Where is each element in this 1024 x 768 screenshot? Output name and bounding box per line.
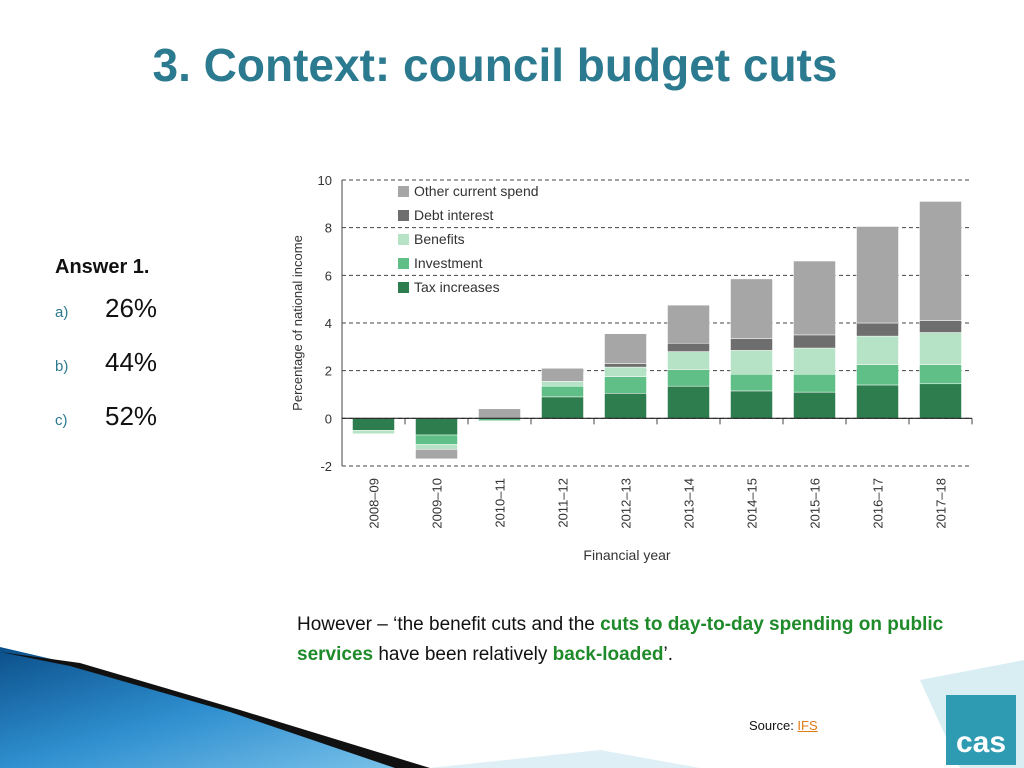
- y-tick-label: 6: [325, 268, 332, 283]
- x-tick-label: 2013–14: [682, 478, 697, 529]
- answer-value: 52%: [105, 401, 158, 431]
- bar-segment: [352, 418, 395, 431]
- quote-part: ’.: [663, 644, 674, 665]
- x-tick-label: 2010–11: [493, 478, 508, 528]
- bar-segment: [541, 385, 584, 398]
- light-swoosh-shape: [430, 750, 700, 768]
- bar-segment: [415, 434, 458, 445]
- legend-swatch: [398, 258, 409, 269]
- bar-segment: [541, 396, 584, 419]
- bar-segment: [604, 393, 647, 419]
- legend-label: Investment: [414, 255, 483, 271]
- answer-letter: c): [55, 412, 68, 429]
- decorative-swoosh: [0, 647, 1024, 768]
- bar-segment: [856, 335, 899, 365]
- quote-highlight: cuts to day-to-day spending on public se…: [297, 614, 944, 665]
- bar-segment: [667, 385, 710, 419]
- y-tick-label: 2: [325, 364, 332, 379]
- x-tick-label: 2009–10: [430, 478, 445, 529]
- legend-label: Benefits: [414, 231, 465, 247]
- source-note: Source: IFS: [749, 718, 818, 733]
- bar-segment: [730, 350, 773, 375]
- bar-segment: [478, 408, 521, 419]
- bar-segment: [730, 373, 773, 392]
- bar-segment: [667, 351, 710, 370]
- bar-segment: [415, 418, 458, 436]
- x-axis-label: Financial year: [583, 547, 670, 563]
- x-tick-label: 2015–16: [808, 478, 823, 529]
- legend-swatch: [398, 282, 409, 293]
- answer-value: 26%: [105, 293, 158, 323]
- bar-segment: [667, 369, 710, 387]
- y-tick-label: 4: [325, 316, 332, 331]
- bar-segment: [604, 376, 647, 394]
- bar-segment: [793, 334, 836, 349]
- y-tick-label: -2: [320, 459, 332, 474]
- source-label: Source:: [749, 718, 798, 733]
- answer-heading: Answer 1.: [55, 256, 150, 278]
- x-tick-label: 2011–12: [556, 478, 571, 528]
- legend-label: Other current spend: [414, 183, 539, 199]
- black-swoosh-shape: [0, 652, 430, 768]
- quote-highlight: back-loaded: [552, 644, 664, 665]
- stacked-bar-chart: -2 0 2 4 6 8 10 Percentage of national income 20…: [290, 173, 973, 563]
- y-tick-label: 10: [318, 173, 332, 188]
- bar-segment: [352, 430, 395, 435]
- bar-segment: [604, 333, 647, 364]
- bar-segment: [604, 366, 647, 377]
- x-tick-label: 2014–15: [745, 478, 760, 529]
- bar-segment: [919, 364, 962, 385]
- slide-title: 3. Context: council budget cuts: [152, 39, 838, 91]
- answer-value: 44%: [105, 347, 158, 377]
- quote-part: However – ‘the benefit cuts and the: [297, 614, 601, 635]
- answer-option-a: a) 26%: [55, 293, 157, 347]
- cas-logo: cas: [938, 685, 1024, 768]
- bar-segment: [541, 368, 584, 382]
- x-tick-label: 2008–09: [367, 478, 382, 529]
- bar-segment: [730, 278, 773, 339]
- bar-segment: [793, 260, 836, 336]
- bar-segment: [541, 381, 584, 387]
- legend-swatch: [398, 234, 409, 245]
- y-tick-label: 8: [325, 221, 332, 236]
- bar-segment: [604, 363, 647, 368]
- bar-segment: [856, 322, 899, 337]
- bar-segment: [667, 304, 710, 344]
- bar-segment: [919, 201, 962, 321]
- legend-label: Tax increases: [414, 279, 500, 295]
- bar-segment: [667, 343, 710, 352]
- x-tick-label: 2012–13: [619, 478, 634, 529]
- bar-segment: [919, 320, 962, 333]
- bar-segment: [793, 391, 836, 419]
- quote-text: However – ‘the benefit cuts and the cuts…: [297, 610, 997, 670]
- x-tick-label: 2016–17: [871, 478, 886, 529]
- bar-segment: [730, 338, 773, 351]
- bar-segment: [793, 347, 836, 375]
- legend-swatch: [398, 210, 409, 221]
- y-axis-label: Percentage of national income: [290, 235, 305, 411]
- bar-segment: [856, 226, 899, 324]
- bar-segment: [919, 332, 962, 365]
- answer-block: Answer 1. a) 26% b) 44% c) 52%: [55, 256, 157, 455]
- logo-text: cas: [955, 726, 1007, 759]
- bar-segment: [730, 390, 773, 419]
- bar-segment: [415, 444, 458, 450]
- bar-segment: [856, 384, 899, 419]
- legend-label: Debt interest: [414, 207, 493, 223]
- legend-swatch: [398, 186, 409, 197]
- logo-box: cas: [946, 695, 1016, 765]
- answer-letter: b): [55, 358, 69, 375]
- bar-segment: [793, 373, 836, 393]
- answer-option-b: b) 44%: [55, 347, 157, 401]
- bar-segment: [856, 364, 899, 386]
- answer-option-c: c) 52%: [55, 401, 157, 455]
- answer-letter: a): [55, 304, 69, 321]
- bar-segment: [415, 449, 458, 460]
- quote-part: have been relatively: [373, 644, 553, 665]
- x-tick-label: 2017–18: [934, 478, 949, 529]
- source-link[interactable]: IFS: [797, 718, 818, 733]
- bar-segment: [919, 383, 962, 419]
- y-tick-label: 0: [325, 411, 332, 426]
